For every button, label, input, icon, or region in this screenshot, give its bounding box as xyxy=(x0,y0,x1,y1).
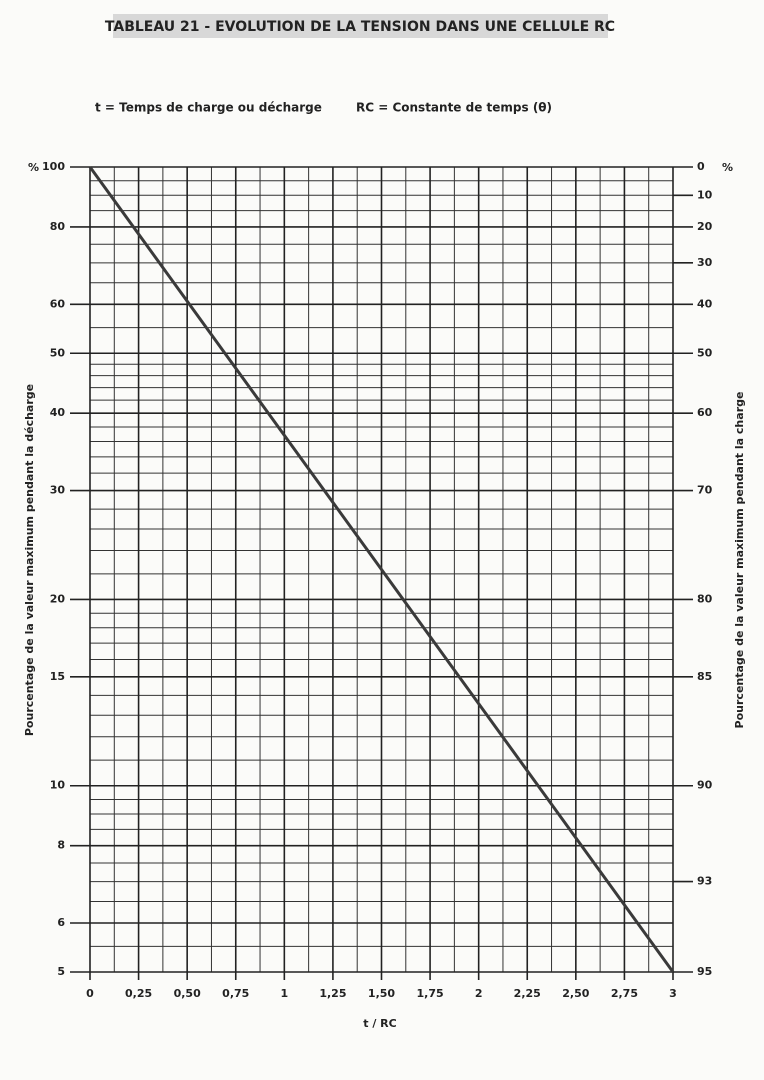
x-tick-label: 1,75 xyxy=(417,987,444,1000)
subtitle: RC = Constante de temps (θ) xyxy=(356,101,552,115)
x-tick-label: 2 xyxy=(475,987,483,1000)
y-unit: % xyxy=(28,161,39,174)
y-tick-label: 50 xyxy=(50,346,66,359)
y-tick-label: 10 xyxy=(50,779,66,792)
y2-tick-label: 40 xyxy=(697,297,713,310)
x-tick-label: 2,75 xyxy=(611,987,638,1000)
x-tick-label: 2,50 xyxy=(562,987,589,1000)
x-tick-label: 1,50 xyxy=(368,987,395,1000)
y2-tick-label: 30 xyxy=(697,256,713,269)
x-tick-label: 3 xyxy=(669,987,677,1000)
title-band xyxy=(113,14,608,38)
y-tick-label: 8 xyxy=(57,839,65,852)
y2-tick-label: 80 xyxy=(697,592,713,605)
y-tick-label: 40 xyxy=(50,406,66,419)
y-tick-label: 80 xyxy=(50,220,66,233)
y2-tick-label: 70 xyxy=(697,484,713,497)
y2-unit: % xyxy=(722,161,733,174)
y2-tick-label: 60 xyxy=(697,406,713,419)
y-tick-label: 100 xyxy=(42,160,65,173)
y2-tick-label: 85 xyxy=(697,670,712,683)
y2-axis-label: Pourcentage de la valeur maximum pendant… xyxy=(733,392,746,729)
y-axis-label: Pourcentage de la valeur maximum pendant… xyxy=(23,384,36,736)
y-tick-label: 6 xyxy=(57,916,65,929)
x-tick-label: 0,50 xyxy=(174,987,201,1000)
x-tick-label: 0,75 xyxy=(222,987,249,1000)
y2-tick-label: 0 xyxy=(697,160,705,173)
y2-tick-label: 93 xyxy=(697,875,712,888)
x-tick-label: 0,25 xyxy=(125,987,152,1000)
y-tick-label: 60 xyxy=(50,297,66,310)
y2-tick-label: 10 xyxy=(697,188,713,201)
x-tick-label: 2,25 xyxy=(514,987,541,1000)
x-tick-label: 0 xyxy=(86,987,94,1000)
y2-tick-label: 90 xyxy=(697,779,713,792)
x-tick-label: 1,25 xyxy=(319,987,346,1000)
subtitle: t = Temps de charge ou décharge xyxy=(95,101,322,115)
x-axis-label: t / RC xyxy=(363,1017,396,1030)
y2-tick-label: 20 xyxy=(697,220,713,233)
line xyxy=(88,166,675,973)
y-tick-label: 5 xyxy=(57,965,65,978)
y-tick-label: 15 xyxy=(50,670,65,683)
y-tick-label: 30 xyxy=(50,484,66,497)
chart-title: TABLEAU 21 - EVOLUTION DE LA TENSION DAN… xyxy=(105,19,615,35)
y2-tick-label: 95 xyxy=(697,965,712,978)
x-tick-label: 1 xyxy=(281,987,289,1000)
y2-tick-label: 50 xyxy=(697,346,713,359)
y-tick-label: 20 xyxy=(50,592,66,605)
